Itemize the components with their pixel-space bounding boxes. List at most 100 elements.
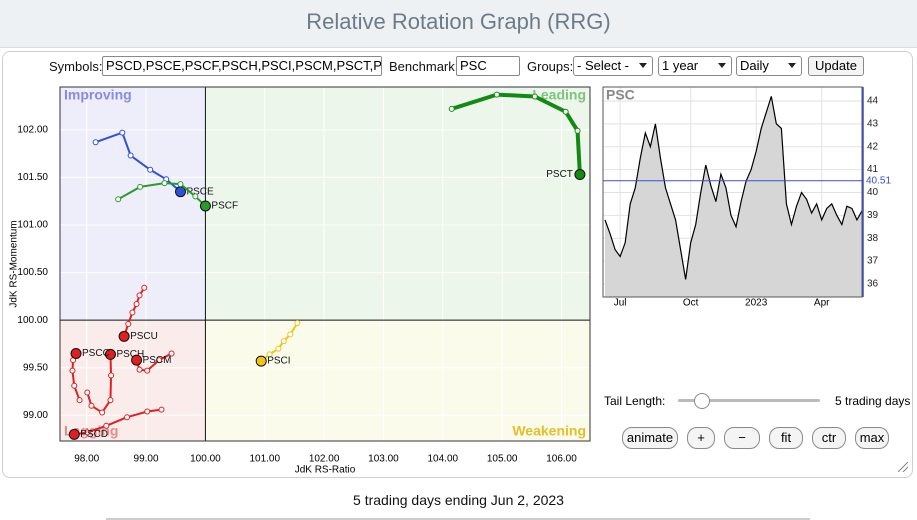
tail-point [125,320,132,327]
chart-button[interactable]: max [855,427,889,449]
tail-slider[interactable] [678,399,820,402]
last-value-label: 40.51 [866,175,891,186]
tail-point [448,105,455,112]
series-label: PSCD [80,429,108,440]
tail-point [147,166,154,173]
tail-point [574,127,581,134]
benchmark-input[interactable]: PSC [456,56,520,76]
y-tick-label: 44 [867,96,879,107]
price-chart: 36 37 38 39 40 41 42 43 44 Jul Oct 2023 Apr 40.51 PSC [602,86,891,309]
head-point [131,354,143,366]
tail-point [493,91,500,98]
tail-point [76,397,83,404]
x-axis-label: JdK RS-Ratio [295,465,356,476]
tail-point [115,196,122,203]
head-point [255,355,267,367]
quadrant [205,320,590,441]
tail-point [127,152,134,159]
x-tick-label: Oct [683,298,699,309]
tail-point [133,300,140,307]
y-tick-label: 42 [867,141,879,152]
tail-point [108,372,115,379]
chart-button[interactable]: + [687,427,715,449]
y-tick-label: 101.50 [17,172,48,183]
tail-point [69,367,76,374]
series-label: PSCM [143,355,172,366]
y-tick-label: 99.00 [23,410,48,421]
head-point [70,347,82,359]
tail-point [84,429,91,436]
tail-point [177,181,184,188]
tail [95,131,182,193]
quadrant-label: Improving [64,87,132,103]
tail-label: Tail Length: [604,394,666,408]
interval-select[interactable]: Daily [736,56,802,76]
x-tick-label: 98.00 [74,454,99,465]
tail-point [294,320,301,326]
quadrant-label: Weakening [512,423,586,439]
head-point [199,200,211,212]
tail-point [103,422,110,429]
y-tick-label: 41 [867,164,879,175]
x-tick-label: 106.00 [546,454,577,465]
panel [2,51,913,478]
tail-point [99,409,106,416]
update-button[interactable]: Update [808,56,864,76]
tail-point [84,389,91,396]
benchmark-label: Benchmark: [389,59,459,74]
x-tick-label: 2023 [745,298,768,309]
series-label: PSCE [186,186,214,197]
footer-rule [106,518,810,520]
x-tick-label: 101.00 [249,454,280,465]
page-title: Relative Rotation Graph (RRG) [306,9,611,34]
x-tick-label: 103.00 [368,454,399,465]
tail-point [119,129,126,136]
y-tick-label: 39 [867,210,879,221]
tail-point [161,180,168,187]
y-tick-label: 100.00 [17,315,48,326]
series-label: PSCH [116,349,144,360]
chart-button[interactable]: ctr [812,427,846,449]
tail-point [562,108,569,115]
tail-point [71,382,78,389]
chart-title: PSC [606,87,635,103]
x-tick-label: 100.00 [190,454,221,465]
quadrant [205,87,590,321]
y-tick-label: 36 [867,279,879,290]
x-tick-label: 102.00 [309,454,340,465]
tail-point [192,193,199,200]
y-tick-label: 102.00 [17,124,48,135]
x-tick-label: Jul [614,298,627,309]
tail-point [129,309,136,316]
resize-grip[interactable] [898,462,908,472]
tail-point [136,292,143,299]
tail-point [136,366,143,373]
plot-frame [602,86,863,298]
series-label: PSCC [82,348,110,359]
tail-value: 5 trading days [835,394,911,408]
tail-point [287,331,294,338]
quadrant [60,87,206,321]
period-select[interactable]: 1 year [658,56,732,76]
groups-select[interactable]: - Select - [573,56,653,76]
chart-button[interactable]: − [724,427,760,449]
series-label: PSCT [546,169,573,180]
tail-point [144,367,151,374]
tail-point [168,350,175,357]
tail-point [137,183,144,190]
head-point [68,428,80,440]
symbols-input[interactable]: PSCD,PSCE,PSCF,PSCH,PSCI,PSCM,PSCT,PSCU [102,56,382,76]
price-line [604,96,863,280]
chart-button[interactable]: animate [622,427,678,449]
y-axis-label: JdK RS-Momentum [9,220,20,307]
series-label: PSCU [130,331,158,342]
price-area [605,96,862,297]
tail-point [88,402,95,409]
x-tick-label: Apr [814,298,830,309]
chart-button[interactable]: fit [769,427,803,449]
slider-handle[interactable] [694,393,710,409]
header [0,0,917,48]
tail-point [266,351,273,358]
tail-point [280,338,287,345]
